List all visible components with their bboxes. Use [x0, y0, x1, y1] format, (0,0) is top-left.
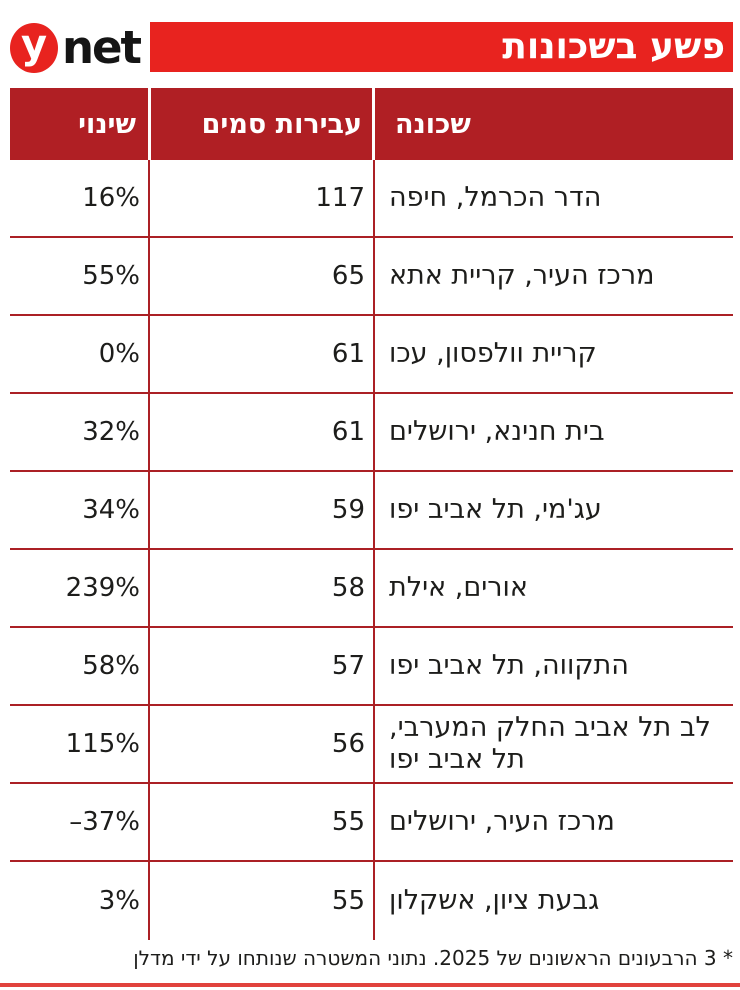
table-row: התקווה, תל אביב יפו 57 58% [10, 628, 733, 706]
cell-drug-offenses: 65 [148, 238, 375, 314]
cell-neighborhood: מרכז העיר, ירושלים [389, 805, 615, 837]
cell-drug-offenses: 58 [148, 550, 375, 626]
ynet-logo-circle-icon: y [10, 23, 58, 73]
cell-neighborhood: מרכז העיר, קריית אתא [389, 259, 655, 291]
cell-drug-offenses: 59 [148, 472, 375, 548]
cell-change: 55% [82, 261, 140, 291]
cell-neighborhood: בית חנינא, ירושלים [389, 415, 605, 447]
ynet-logo-net: net [62, 21, 142, 74]
cell-drug-offenses: 61 [148, 394, 375, 470]
table-row: הדר הכרמל, חיפה 117 16% [10, 160, 733, 238]
crime-table: שכונה עבירות סמים שינוי הדר הכרמל, חיפה … [10, 88, 733, 940]
cell-neighborhood: אורים, אילת [389, 571, 528, 603]
cell-neighborhood: התקווה, תל אביב יפו [389, 649, 629, 681]
cell-neighborhood: גבעת ציון, אשקלון [389, 884, 600, 916]
cell-change: 58% [82, 651, 140, 681]
cell-drug-offenses: 55 [148, 862, 375, 940]
table-header-row: שכונה עבירות סמים שינוי [10, 88, 733, 160]
ynet-logo: y net [10, 21, 142, 74]
table-row: גבעת ציון, אשקלון 55 3% [10, 862, 733, 940]
header-cell-drug-offenses: עבירות סמים [148, 88, 375, 160]
title-banner: פשע בשכונות [150, 22, 733, 72]
cell-neighborhood: לב תל אביב החלק המערבי, תל אביב יפו [389, 711, 711, 775]
cell-drug-offenses: 55 [148, 784, 375, 860]
footnote: * 3 הרבעונים הראשונים של 2025. נתוני המש… [133, 946, 733, 970]
cell-change: 34% [82, 495, 140, 525]
cell-change: 3% [98, 886, 140, 916]
cell-change: 239% [65, 573, 140, 603]
bottom-divider [0, 983, 740, 987]
cell-drug-offenses: 57 [148, 628, 375, 704]
cell-neighborhood: קריית וולפסון, עכו [389, 337, 597, 369]
table-row: קריית וולפסון, עכו 61 0% [10, 316, 733, 394]
table-row: מרכז העיר, קריית אתא 65 55% [10, 238, 733, 316]
page-title: פשע בשכונות [502, 26, 725, 67]
cell-change: 0% [98, 339, 140, 369]
cell-neighborhood: עג'מי, תל אביב יפו [389, 493, 602, 525]
cell-change: 16% [82, 183, 140, 213]
cell-drug-offenses: 56 [148, 706, 375, 782]
table-row: עג'מי, תל אביב יפו 59 34% [10, 472, 733, 550]
cell-drug-offenses: 61 [148, 316, 375, 392]
cell-change: 32% [82, 417, 140, 447]
cell-drug-offenses: 117 [148, 160, 375, 236]
ynet-logo-y: y [20, 22, 48, 68]
table-row: בית חנינא, ירושלים 61 32% [10, 394, 733, 472]
cell-neighborhood: הדר הכרמל, חיפה [389, 181, 602, 213]
table-body: הדר הכרמל, חיפה 117 16% מרכז העיר, קריית… [10, 160, 733, 940]
table-row: אורים, אילת 58 239% [10, 550, 733, 628]
table-row: מרכז העיר, ירושלים 55 –37% [10, 784, 733, 862]
cell-change: 115% [65, 729, 140, 759]
table-row: לב תל אביב החלק המערבי, תל אביב יפו 56 1… [10, 706, 733, 784]
header-cell-neighborhood: שכונה [375, 88, 733, 160]
header-cell-change: שינוי [10, 88, 148, 160]
cell-change: –37% [69, 807, 140, 837]
